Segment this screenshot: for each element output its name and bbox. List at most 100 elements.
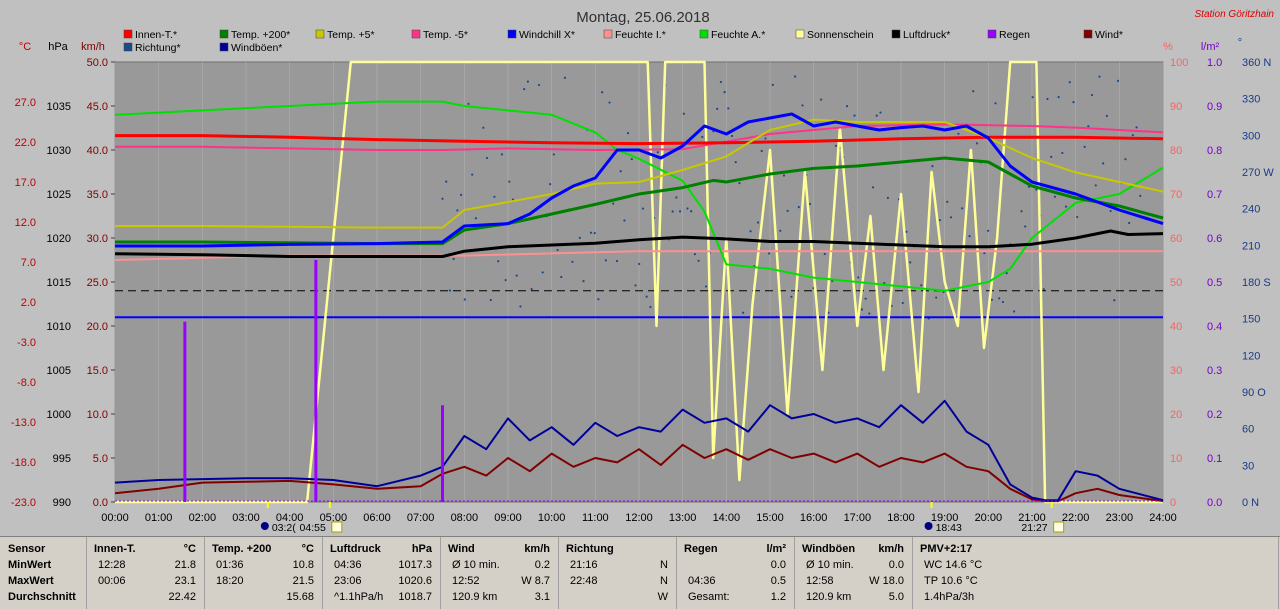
cell-value: 23.1 xyxy=(174,575,196,587)
legend-swatch xyxy=(123,29,133,39)
direction-point xyxy=(515,274,518,277)
direction-point xyxy=(571,260,574,263)
direction-point xyxy=(445,180,448,183)
y-tick-label-celsius: 12.0 xyxy=(15,217,36,229)
direction-point xyxy=(905,230,908,233)
x-tick-label: 00:00 xyxy=(101,512,129,524)
direction-point xyxy=(523,88,526,91)
legend-swatch xyxy=(411,29,421,39)
direction-point xyxy=(471,173,474,176)
y-tick-label-deg: 360 N xyxy=(1242,57,1271,69)
direction-point xyxy=(619,170,622,173)
axis-unit-percent: % xyxy=(1163,41,1173,53)
y-tick-label-kmh: 35.0 xyxy=(87,189,108,201)
direction-point xyxy=(749,230,752,233)
direction-point xyxy=(448,289,452,292)
cell-time: WC 14.6 °C xyxy=(924,559,983,571)
direction-point xyxy=(675,196,678,199)
direction-point xyxy=(541,271,544,274)
table-group: Luftdruck hPa 04:36 1017.3 23:06 1020.6 ^1.1hP… xyxy=(324,537,441,609)
direction-point xyxy=(1020,210,1023,213)
direction-point xyxy=(597,298,600,301)
cell-time: Gesamt: xyxy=(688,591,730,603)
direction-point xyxy=(998,297,1001,300)
cell-time: 120.9 km xyxy=(452,591,498,603)
direction-point xyxy=(508,180,511,183)
direction-point xyxy=(601,91,604,94)
cell-value: 21.5 xyxy=(292,575,314,587)
y-tick-label-hpa: 1030 xyxy=(47,145,71,157)
direction-point xyxy=(860,308,864,311)
y-tick-label-lm2: 0.5 xyxy=(1207,277,1222,289)
y-tick-label-percent: 40 xyxy=(1170,321,1182,333)
station-name: Station Göritzhain xyxy=(1195,9,1275,20)
sun-time-label: 18:43 xyxy=(936,522,962,534)
direction-point xyxy=(857,276,860,279)
legend-swatch xyxy=(507,29,517,39)
direction-point xyxy=(500,153,503,156)
y-tick-label-kmh: 0.0 xyxy=(93,497,108,509)
cell-value: 1020.6 xyxy=(398,575,432,587)
y-tick-label-lm2: 0.1 xyxy=(1207,453,1222,465)
x-tick-label: 20:00 xyxy=(975,512,1003,524)
direction-point xyxy=(630,157,633,161)
direction-point xyxy=(463,298,466,301)
direction-point xyxy=(949,216,953,219)
axis-unit-lm2: l/m² xyxy=(1201,41,1220,53)
x-tick-label: 03:00 xyxy=(232,512,260,524)
y-tick-label-kmh: 20.0 xyxy=(87,321,108,333)
direction-point xyxy=(537,83,541,87)
row-label-max: MaxWert xyxy=(8,575,54,587)
x-tick-label: 09:00 xyxy=(494,512,522,524)
legend-label: Temp. +200* xyxy=(231,29,290,41)
legend-label: Windböen* xyxy=(231,42,282,54)
direction-point xyxy=(957,132,960,135)
table-group: Windböen km/h Ø 10 min. 0.0 12:58 W 18.0 120.9… xyxy=(796,537,913,609)
x-tick-label: 04:00 xyxy=(276,512,304,524)
direction-point xyxy=(1094,184,1097,187)
direction-point xyxy=(1113,299,1116,302)
direction-point xyxy=(671,210,674,213)
x-tick-label: 05:00 xyxy=(320,512,348,524)
cell-time: Ø 10 min. xyxy=(452,559,500,571)
cell-time: 1.4hPa/3h xyxy=(924,591,975,603)
y-tick-label-deg: 60 xyxy=(1242,424,1254,436)
direction-point xyxy=(875,114,878,117)
y-tick-label-hpa: 995 xyxy=(53,453,71,465)
table-group: Temp. +200 °C 01:36 10.8 18:20 21.5 15.68 xyxy=(206,537,323,609)
y-tick-label-percent: 10 xyxy=(1170,453,1182,465)
x-tick-label: 06:00 xyxy=(363,512,391,524)
series-line xyxy=(114,443,1164,503)
direction-point xyxy=(504,278,507,282)
direction-point xyxy=(693,253,696,256)
sun-icon xyxy=(1053,521,1065,533)
y-tick-label-percent: 70 xyxy=(1170,189,1182,201)
y-tick-label-celsius: -8.0 xyxy=(17,377,36,389)
direction-point xyxy=(1135,126,1138,129)
table-group: Regen l/m² 0.0 04:36 0.5 Gesamt: 1.2 xyxy=(678,537,795,609)
direction-point xyxy=(623,219,626,222)
cell-value: 3.1 xyxy=(534,591,550,603)
direction-point xyxy=(1076,215,1079,219)
x-tick-label: 08:00 xyxy=(451,512,479,524)
cell-time: 04:36 xyxy=(688,575,716,587)
direction-point xyxy=(771,83,774,86)
sun-time-label: 21:27 xyxy=(1021,522,1047,534)
cell-value: 21.8 xyxy=(174,559,196,571)
legend-swatch xyxy=(219,29,229,39)
direction-point xyxy=(615,259,619,263)
y-tick-label-kmh: 10.0 xyxy=(87,409,108,421)
direction-point xyxy=(883,281,886,285)
direction-point xyxy=(526,80,529,83)
direction-point xyxy=(1005,272,1008,275)
cell-value: N xyxy=(660,559,668,571)
cell-time: Ø 10 min. xyxy=(806,559,854,571)
legend-swatch xyxy=(315,29,325,39)
direction-point xyxy=(1128,221,1131,225)
cell-value: 1018.7 xyxy=(398,591,432,603)
direction-point xyxy=(701,135,704,139)
direction-point xyxy=(641,207,645,210)
group-unit: l/m² xyxy=(766,543,786,555)
x-tick-label: 01:00 xyxy=(145,512,173,524)
direction-point xyxy=(1024,225,1027,228)
